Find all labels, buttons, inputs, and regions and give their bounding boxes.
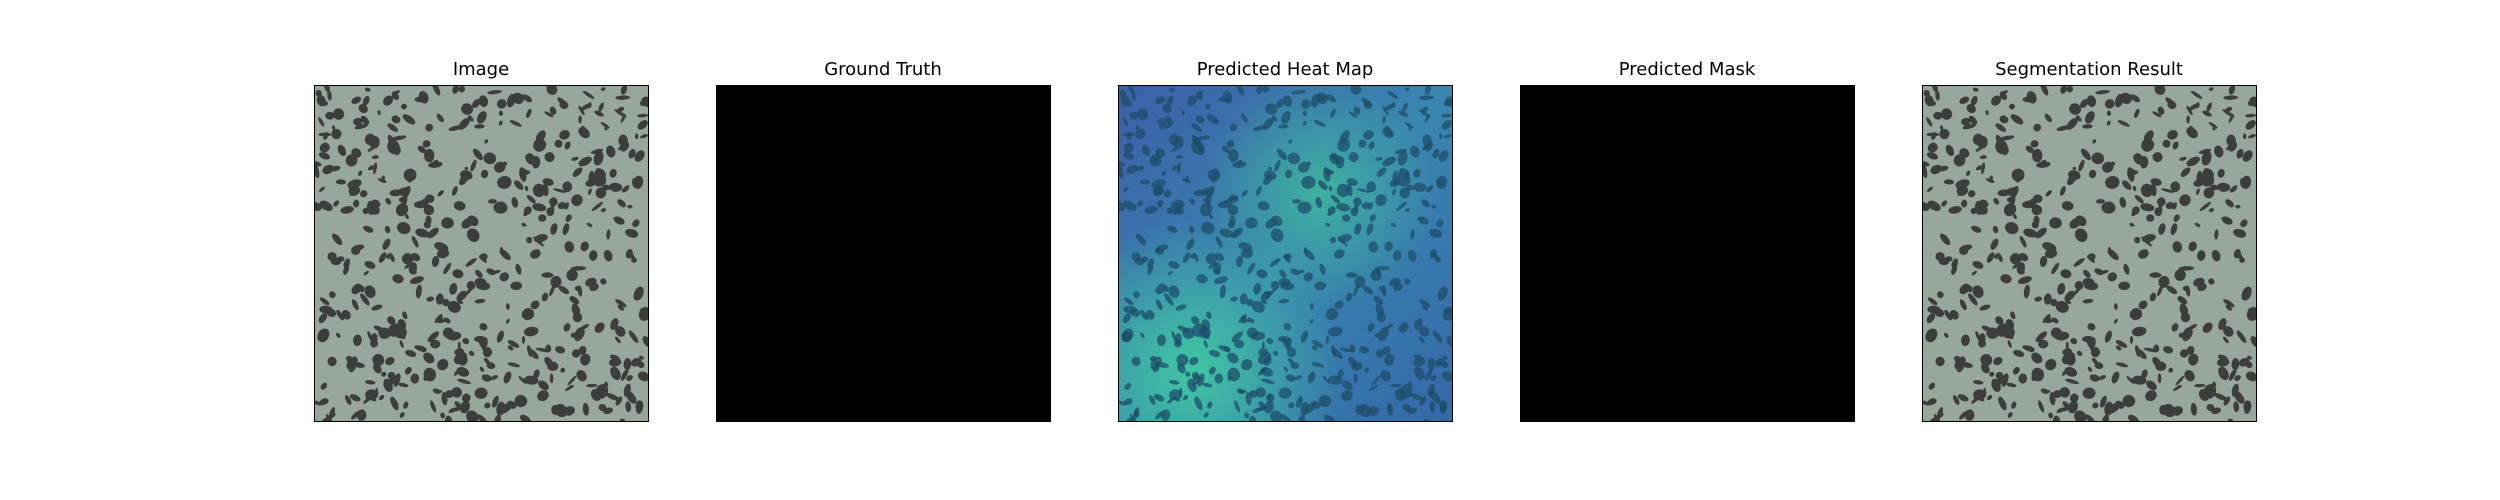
segmentation-result-panel xyxy=(1922,85,2257,422)
heat-map-panel xyxy=(1118,85,1453,422)
panel-title-ground-truth: Ground Truth xyxy=(824,59,942,80)
ground-truth-mask xyxy=(717,86,1050,421)
predicted-mask-panel xyxy=(1520,85,1855,422)
heat-map-image xyxy=(1119,86,1452,421)
texture-image xyxy=(315,86,648,421)
panel-title-image: Image xyxy=(452,59,510,80)
image-panel xyxy=(314,85,649,422)
ground-truth-panel xyxy=(716,85,1051,422)
panel-title-predicted-mask: Predicted Mask xyxy=(1618,59,1756,80)
segmentation-result-image xyxy=(1923,86,2256,421)
predicted-mask xyxy=(1521,86,1854,421)
panel-title-heat-map: Predicted Heat Map xyxy=(1196,59,1374,80)
panel-title-segmentation-result: Segmentation Result xyxy=(1995,59,2183,80)
